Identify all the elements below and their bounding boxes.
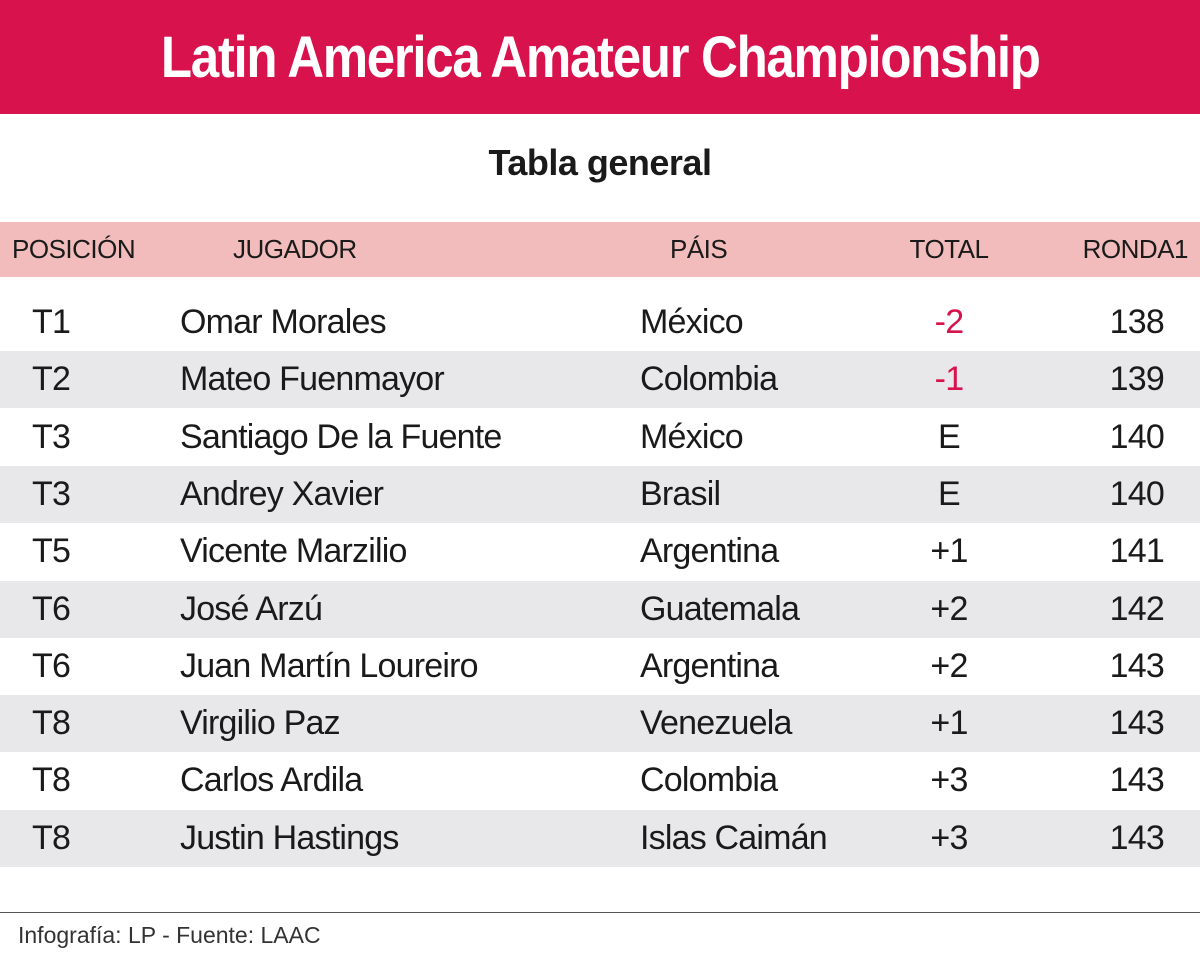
cell-player: Andrey Xavier: [180, 475, 384, 513]
cell-player: Mateo Fuenmayor: [180, 360, 445, 398]
cell-country: México: [640, 303, 744, 341]
cell-total: +1: [930, 532, 968, 570]
cell-position: T2: [32, 360, 71, 398]
cell-player: Santiago De la Fuente: [180, 418, 502, 456]
cell-total: +3: [930, 761, 968, 799]
cell-position: T5: [32, 532, 71, 570]
table-row: T3 Andrey Xavier Brasil E 140: [0, 466, 1200, 523]
column-header-player: JUGADOR: [233, 234, 357, 264]
cell-round1: 143: [1109, 761, 1165, 799]
cell-country: Brasil: [640, 475, 721, 513]
cell-player: Justin Hastings: [180, 819, 399, 857]
cell-position: T3: [32, 418, 71, 456]
cell-round1: 139: [1109, 360, 1165, 398]
table-row: T8 Virgilio Paz Venezuela +1 143: [0, 695, 1200, 752]
cell-total: +2: [930, 647, 968, 685]
cell-country: Colombia: [640, 761, 778, 799]
table-row: T6 José Arzú Guatemala +2 142: [0, 581, 1200, 638]
cell-round1: 142: [1109, 590, 1165, 628]
table-row: T2 Mateo Fuenmayor Colombia -1 139: [0, 351, 1200, 408]
table-title: Tabla general: [488, 142, 712, 183]
cell-total: -2: [934, 303, 964, 341]
table-row: T8 Carlos Ardila Colombia +3 143: [0, 752, 1200, 809]
cell-position: T8: [32, 819, 71, 857]
cell-round1: 140: [1109, 475, 1165, 513]
cell-total: +2: [930, 590, 968, 628]
cell-round1: 143: [1109, 704, 1165, 742]
cell-country: México: [640, 418, 744, 456]
table-row: T3 Santiago De la Fuente México E 140: [0, 409, 1200, 466]
cell-player: Omar Morales: [180, 303, 387, 341]
table-row: T1 Omar Morales México -2 138: [0, 294, 1200, 351]
title-banner: Latin America Amateur Championship: [0, 0, 1200, 114]
column-header-position: POSICIÓN: [12, 234, 136, 264]
cell-country: Guatemala: [640, 590, 800, 628]
cell-round1: 141: [1109, 532, 1165, 570]
cell-total: E: [938, 475, 961, 513]
cell-round1: 143: [1109, 819, 1165, 857]
column-header-total: TOTAL: [909, 234, 989, 264]
cell-country: Islas Caimán: [640, 819, 828, 857]
column-header-round1: RONDA1: [1082, 234, 1189, 264]
cell-position: T8: [32, 761, 71, 799]
cell-player: Juan Martín Loureiro: [180, 647, 479, 685]
cell-country: Argentina: [640, 532, 779, 570]
cell-country: Venezuela: [640, 704, 792, 742]
cell-position: T6: [32, 647, 71, 685]
table-row: T6 Juan Martín Loureiro Argentina +2 143: [0, 638, 1200, 695]
footer-divider: [0, 912, 1200, 913]
table-row: T8 Justin Hastings Islas Caimán +3 143: [0, 810, 1200, 867]
cell-player: Vicente Marzilio: [180, 532, 407, 570]
cell-position: T8: [32, 704, 71, 742]
cell-player: Virgilio Paz: [180, 704, 341, 742]
source-credit: Infografía: LP - Fuente: LAAC: [18, 922, 321, 948]
page-title: Latin America Amateur Championship: [160, 24, 1041, 90]
cell-total: +1: [930, 704, 968, 742]
column-header-country: PÁIS: [670, 234, 728, 264]
table-row: T5 Vicente Marzilio Argentina +1 141: [0, 523, 1200, 580]
cell-total: +3: [930, 819, 968, 857]
cell-round1: 143: [1109, 647, 1165, 685]
cell-position: T6: [32, 590, 71, 628]
cell-position: T1: [32, 303, 71, 341]
cell-round1: 138: [1109, 303, 1165, 341]
cell-total: E: [938, 418, 961, 456]
cell-total: -1: [934, 360, 964, 398]
cell-player: Carlos Ardila: [180, 761, 363, 799]
cell-country: Argentina: [640, 647, 779, 685]
table-header-row: POSICIÓN JUGADOR PÁIS TOTAL RONDA1: [0, 222, 1200, 277]
cell-player: José Arzú: [180, 590, 323, 628]
cell-country: Colombia: [640, 360, 778, 398]
cell-round1: 140: [1109, 418, 1165, 456]
cell-position: T3: [32, 475, 71, 513]
